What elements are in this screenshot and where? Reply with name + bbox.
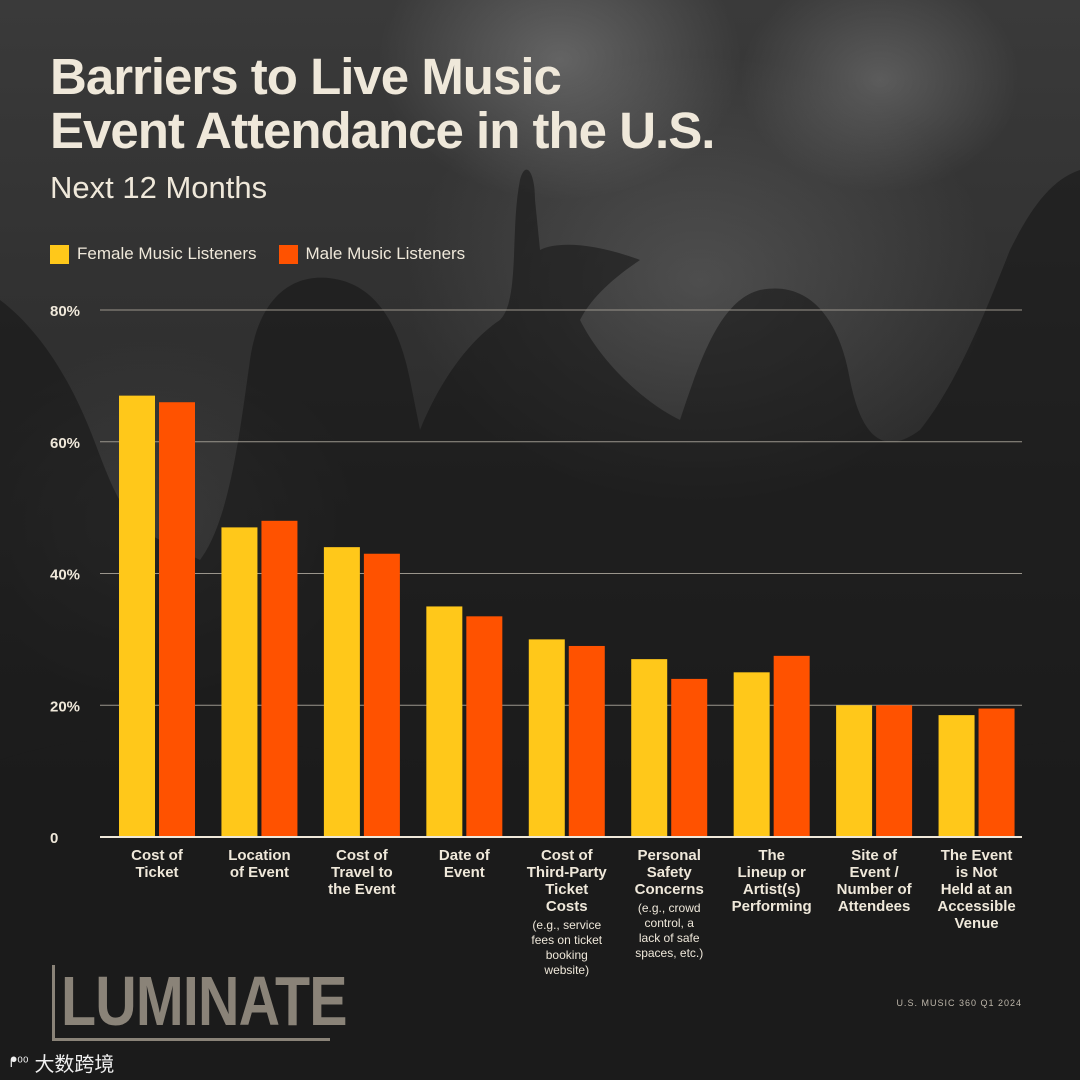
category-label: Held at an xyxy=(941,881,1013,898)
category-note: booking xyxy=(546,948,588,962)
bar-male-8 xyxy=(876,705,913,837)
legend-swatch-male xyxy=(278,244,298,264)
category-label: Costs xyxy=(546,898,588,915)
category-label: the Event xyxy=(328,881,396,898)
y-tick-label: 40% xyxy=(50,567,80,584)
bar-female-9 xyxy=(938,715,975,837)
category-note: control, a xyxy=(645,916,695,930)
luminate-logo: LUMINATE xyxy=(52,962,348,1041)
category-label: The xyxy=(758,847,785,864)
bar-male-6 xyxy=(671,678,708,837)
page-title: Barriers to Live Music Event Attendance … xyxy=(50,50,950,158)
legend-item-male: Male Music Listeners xyxy=(278,244,466,264)
bar-male-3 xyxy=(363,553,400,837)
category-label: Lineup or xyxy=(738,864,806,881)
category-note: (e.g., crowd xyxy=(638,901,701,915)
category-label: Accessible xyxy=(937,898,1015,915)
legend-item-female: Female Music Listeners xyxy=(50,244,257,264)
category-label: of Event xyxy=(230,864,289,881)
y-tick-label: 0 xyxy=(50,830,58,847)
category-label: Event / xyxy=(850,864,900,881)
category-label: Third-Party xyxy=(527,864,608,881)
source-note: U.S. MUSIC 360 Q1 2024 xyxy=(896,998,1022,1008)
axis: 0 20% 40% 60% 80% xyxy=(50,303,1022,847)
category-label: Attendees xyxy=(838,898,911,915)
category-label: Number of xyxy=(837,881,913,898)
y-tick-label: 80% xyxy=(50,303,80,320)
category-label: Cost of xyxy=(541,847,594,864)
category-label: Personal xyxy=(638,847,701,864)
bar-male-4 xyxy=(466,616,503,837)
chart-legend: Female Music Listeners Male Music Listen… xyxy=(50,244,487,264)
category-label: Event xyxy=(444,864,485,881)
y-tick-label: 60% xyxy=(50,435,80,452)
category-label: Travel to xyxy=(331,864,393,881)
bar-female-2 xyxy=(221,527,258,837)
bar-female-4 xyxy=(426,606,463,837)
category-note: website) xyxy=(543,963,589,977)
bar-female-5 xyxy=(528,639,565,837)
title-line-2: Event Attendance in the U.S. xyxy=(50,102,715,159)
bars xyxy=(119,395,1015,837)
bar-male-7 xyxy=(773,655,810,837)
category-label: Cost of xyxy=(336,847,389,864)
bar-male-1 xyxy=(159,402,195,837)
logo-icon: ᖰ⁰⁰ xyxy=(10,1054,29,1070)
category-label: Performing xyxy=(732,898,812,915)
category-label: Location xyxy=(228,847,291,864)
category-note: lack of safe xyxy=(639,931,700,945)
category-label: The Event xyxy=(941,847,1013,864)
bar-female-7 xyxy=(733,672,770,837)
category-label: Cost of xyxy=(131,847,184,864)
legend-label-female: Female Music Listeners xyxy=(77,244,257,263)
category-label: Venue xyxy=(954,915,998,932)
bar-male-9 xyxy=(978,708,1015,837)
y-tick-label: 20% xyxy=(50,698,80,715)
bar-female-1 xyxy=(119,395,155,837)
category-label: Safety xyxy=(647,864,693,881)
category-label: Artist(s) xyxy=(743,881,801,898)
category-label: Concerns xyxy=(635,881,704,898)
category-label: Date of xyxy=(439,847,491,864)
logo-text: LUMINATE xyxy=(61,962,348,1040)
title-line-1: Barriers to Live Music xyxy=(50,48,562,105)
watermark: ᖰ⁰⁰ 大数跨境 xyxy=(10,1048,114,1077)
bar-male-5 xyxy=(568,645,605,837)
bar-male-2 xyxy=(261,520,298,837)
bar-female-3 xyxy=(323,547,360,837)
category-label: Site of xyxy=(851,847,898,864)
bar-female-6 xyxy=(631,659,668,837)
category-label: is Not xyxy=(956,864,998,881)
legend-swatch-female xyxy=(50,244,69,264)
category-label: Ticket xyxy=(135,864,178,881)
category-note: spaces, etc.) xyxy=(635,946,703,960)
bar-female-8 xyxy=(836,705,873,837)
page-subtitle: Next 12 Months xyxy=(50,170,268,205)
watermark-text: 大数跨境 xyxy=(34,1054,115,1076)
category-label: Ticket xyxy=(545,881,588,898)
category-note: fees on ticket xyxy=(531,933,602,947)
category-note: (e.g., service xyxy=(532,918,601,932)
legend-label-male: Male Music Listeners xyxy=(305,244,466,263)
